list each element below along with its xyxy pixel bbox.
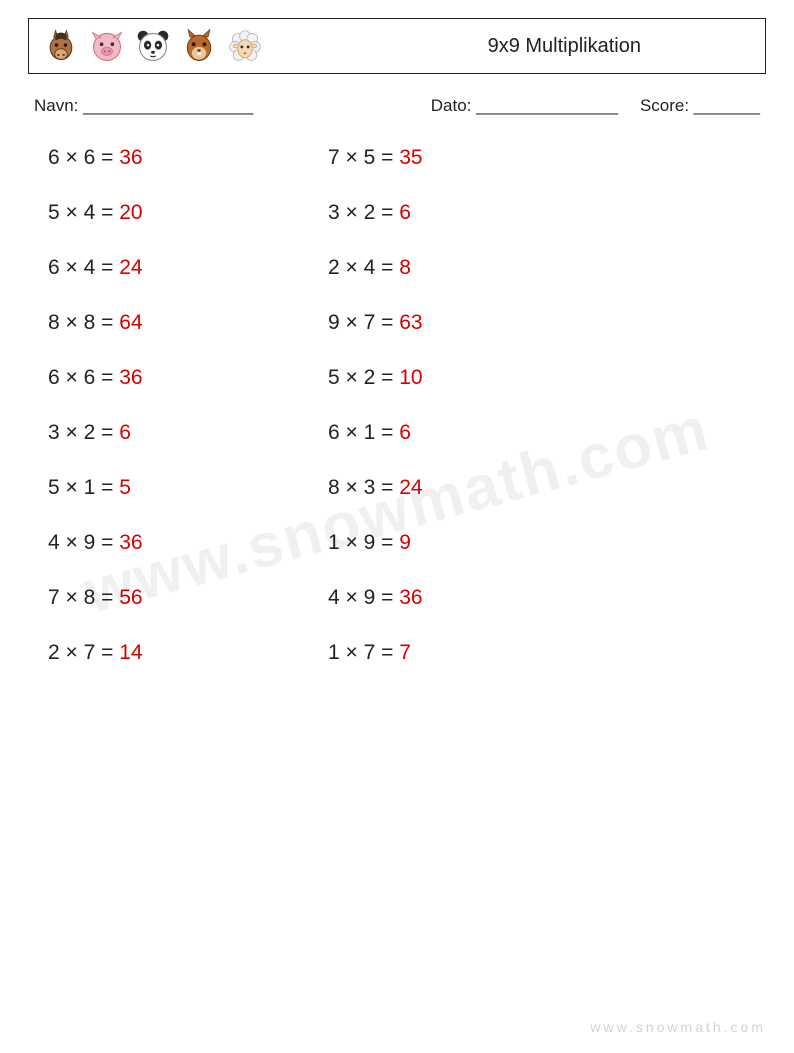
answer: 56: [119, 586, 142, 609]
answer: 6: [399, 421, 411, 444]
problem: 6 × 6 = 36: [48, 146, 328, 170]
horse-icon: [43, 28, 79, 64]
problem: 7 × 8 = 56: [48, 586, 328, 610]
problem: 8 × 8 = 64: [48, 311, 328, 335]
answer: 36: [119, 366, 142, 389]
answer: 9: [399, 531, 411, 554]
answer: 6: [119, 421, 131, 444]
problem: 3 × 2 = 6: [328, 201, 608, 225]
answer: 63: [399, 311, 422, 334]
animal-icons: [43, 28, 263, 64]
answer: 24: [119, 256, 142, 279]
problem: 6 × 6 = 36: [48, 366, 328, 390]
problem: 6 × 1 = 6: [328, 421, 608, 445]
answer: 5: [119, 476, 131, 499]
answer: 20: [119, 201, 142, 224]
pig-icon: [89, 28, 125, 64]
answer: 64: [119, 311, 142, 334]
problem: 7 × 5 = 35: [328, 146, 608, 170]
problem: 5 × 2 = 10: [328, 366, 608, 390]
problem: 5 × 4 = 20: [48, 201, 328, 225]
answer: 6: [399, 201, 411, 224]
problem: 6 × 4 = 24: [48, 256, 328, 280]
problem-column: 7 × 5 = 35 3 × 2 = 6 2 × 4 = 8 9 × 7 = 63 5 …: [328, 146, 608, 696]
problem: 1 × 9 = 9: [328, 531, 608, 555]
date-field: Dato: _______________: [431, 96, 618, 116]
score-field: Score: _______: [640, 96, 760, 116]
name-field: Navn: __________________: [34, 96, 253, 116]
answer: 14: [119, 641, 142, 664]
info-row: Navn: __________________ Dato: _________…: [34, 96, 760, 116]
problem: 2 × 4 = 8: [328, 256, 608, 280]
problem: 1 × 7 = 7: [328, 641, 608, 665]
answer: 36: [119, 146, 142, 169]
problem: 5 × 1 = 5: [48, 476, 328, 500]
problem: 4 × 9 = 36: [48, 531, 328, 555]
answer: 24: [399, 476, 422, 499]
problem-column: 6 × 6 = 36 5 × 4 = 20 6 × 4 = 24 8 × 8 = 64…: [48, 146, 328, 696]
problem: 4 × 9 = 36: [328, 586, 608, 610]
worksheet-title: 9x9 Multiplikation: [488, 35, 751, 58]
problems-area: 6 × 6 = 36 5 × 4 = 20 6 × 4 = 24 8 × 8 = 64…: [48, 146, 766, 696]
footer-link: www.snowmath.com: [590, 1019, 766, 1035]
sheep-icon: [227, 28, 263, 64]
header-box: 9x9 Multiplikation: [28, 18, 766, 74]
answer: 35: [399, 146, 422, 169]
answer: 36: [399, 586, 422, 609]
problem: 9 × 7 = 63: [328, 311, 608, 335]
squirrel-icon: [181, 28, 217, 64]
problem: 2 × 7 = 14: [48, 641, 328, 665]
answer: 8: [399, 256, 411, 279]
problem: 8 × 3 = 24: [328, 476, 608, 500]
panda-icon: [135, 28, 171, 64]
problem: 3 × 2 = 6: [48, 421, 328, 445]
answer: 7: [399, 641, 411, 664]
answer: 36: [119, 531, 142, 554]
answer: 10: [399, 366, 422, 389]
